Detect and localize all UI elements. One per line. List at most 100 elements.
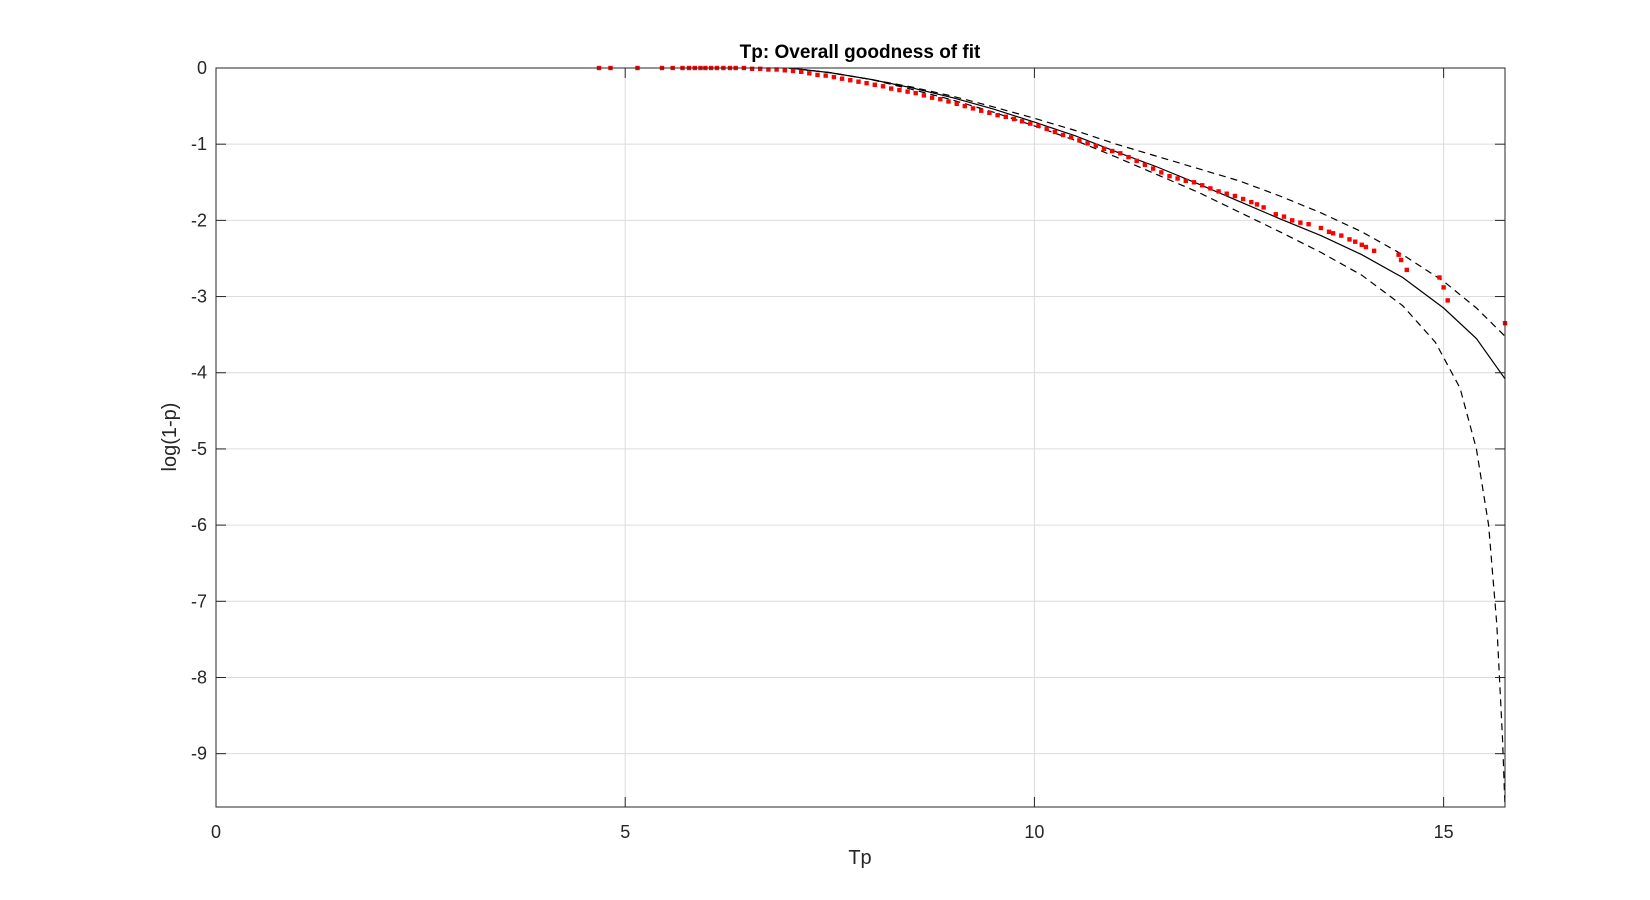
data-point [1208,186,1213,191]
data-point [1077,138,1082,143]
data-point [938,97,943,102]
data-point [962,103,967,109]
data-point [856,79,861,84]
data-point [1019,119,1025,124]
data-point [1254,202,1260,207]
data-point [1085,141,1090,146]
data-point [1232,193,1238,199]
data-point [1191,180,1197,185]
data-point [1216,189,1221,194]
data-point [954,101,959,106]
y-tick-label: -8 [191,667,207,687]
data-point [1159,170,1164,175]
data-point [1306,222,1311,227]
data-point [1142,162,1148,167]
x-tick-label: 15 [1434,822,1454,842]
data-point [995,113,1000,118]
fit-line [788,68,1505,380]
data-point [823,73,828,78]
data-point [815,72,820,78]
y-tick-label: -1 [191,134,207,154]
data-point [799,69,804,74]
x-tick-label: 10 [1024,822,1044,842]
data-point [1028,121,1033,126]
data-point [839,76,845,81]
data-point [1437,275,1442,280]
data-point [1347,237,1352,242]
data-point [831,74,837,80]
data-point [1150,166,1156,171]
data-point [1298,220,1303,225]
y-tick-label: 0 [197,58,207,78]
y-tick-labels: 0 -1 -2 -3 -4 -5 -6 -7 -8 -9 [191,58,207,764]
y-tick-label: -5 [191,439,207,459]
data-point [774,67,779,72]
data-point [1249,199,1254,205]
data-point [1281,214,1287,219]
y-axis-label: log(1-p) [159,403,181,472]
data-point [1101,146,1107,151]
data-point [1371,248,1377,253]
data-point [1224,191,1229,196]
data-point [1353,239,1358,244]
data-point [1404,267,1409,273]
data-point [1003,114,1008,119]
data-point [1445,298,1450,303]
data-point [946,99,951,104]
data-point [758,66,763,71]
data-point [1110,148,1115,154]
data-point [790,68,796,74]
data-point [1118,151,1123,156]
axes-box [215,67,1506,808]
axis-ticks [215,67,1505,807]
y-tick-label: -6 [191,515,207,535]
data-point [979,108,984,113]
data-point [848,78,853,83]
grid-lines [216,68,1505,807]
fit-curves [788,68,1505,807]
data-point [1011,116,1017,122]
data-point [1261,205,1266,210]
data-point [1339,233,1344,238]
data-point [864,81,869,86]
y-tick-label: -2 [191,210,207,230]
data-point [1326,229,1332,234]
data-point [1134,158,1139,164]
data-point [766,67,771,72]
data-point [1240,196,1246,202]
data-point [1167,174,1172,179]
data-point [872,82,877,87]
data-point [1175,176,1180,181]
data-point [1069,135,1074,140]
y-tick-label: -7 [191,591,207,611]
data-point [897,87,902,93]
data-point [1044,126,1049,132]
data-point [807,71,812,76]
data-point [913,90,918,96]
chart-title: Tp: Overall goodness of fit [740,42,981,63]
data-point [929,95,935,100]
data-point [1359,242,1364,247]
y-tick-label: -4 [191,363,207,383]
data-point [1126,154,1131,160]
data-point [1363,244,1369,250]
data-point [1330,231,1336,236]
x-tick-label: 0 [211,822,221,842]
x-tick-label: 5 [620,822,630,842]
data-point [1273,212,1278,217]
x-axis-label: Tp [848,847,871,869]
data-point [880,84,886,89]
x-tick-labels: 0 5 10 15 [211,822,1454,842]
data-point [782,68,787,73]
data-point [1200,183,1205,188]
data-point [1290,218,1295,223]
y-tick-label: -9 [191,744,207,764]
data-point [1052,129,1058,135]
data-point [1093,143,1098,148]
data-point [921,93,927,98]
data-point [1183,178,1188,183]
data-point [1441,285,1446,290]
data-point [1036,123,1041,129]
